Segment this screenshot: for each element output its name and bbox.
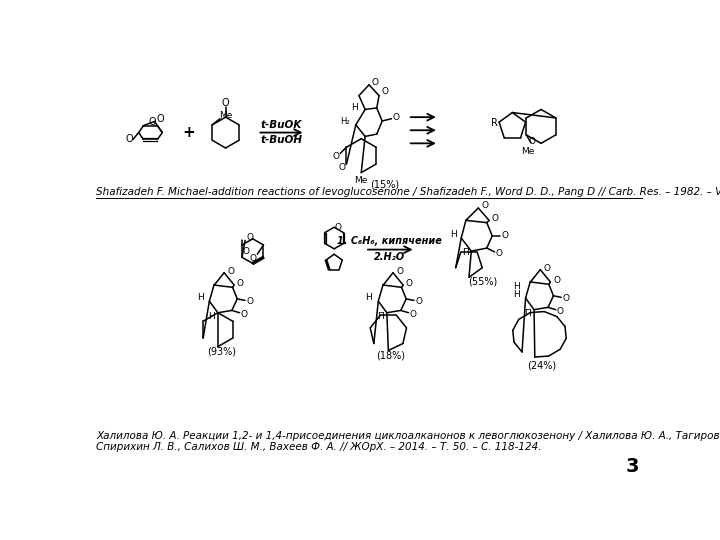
Text: O: O — [335, 223, 341, 232]
Text: O: O — [228, 267, 235, 275]
Text: O: O — [495, 249, 503, 258]
Text: (18%): (18%) — [376, 351, 405, 361]
Text: O: O — [382, 87, 389, 96]
Text: O: O — [544, 264, 551, 273]
Text: O: O — [243, 247, 249, 255]
Text: O: O — [529, 137, 536, 146]
Text: H: H — [197, 293, 204, 302]
Text: H: H — [208, 312, 215, 321]
Text: O: O — [240, 310, 248, 319]
Text: O: O — [125, 134, 133, 145]
Text: O: O — [410, 310, 417, 319]
Text: O: O — [250, 254, 257, 264]
Text: O: O — [397, 267, 403, 275]
Text: H: H — [366, 293, 372, 302]
Text: Π: Π — [462, 248, 469, 257]
Text: H: H — [513, 290, 520, 299]
Text: O: O — [246, 233, 253, 242]
Text: +: + — [183, 125, 196, 140]
Text: O: O — [149, 117, 156, 127]
Text: Shafizadeh F. Michael-addition reactions of levoglucosenone / Shafizadeh F., Wor: Shafizadeh F. Michael-addition reactions… — [96, 187, 720, 197]
Text: O: O — [482, 201, 489, 210]
Text: H: H — [450, 230, 457, 239]
Text: Спирихин Л. В., Салихов Ш. М., Вахеев Ф. А. // ЖОрХ. – 2014. – Т. 50. – С. 118-1: Спирихин Л. В., Салихов Ш. М., Вахеев Ф.… — [96, 442, 541, 452]
Text: (15%): (15%) — [370, 180, 399, 190]
Text: O: O — [156, 114, 163, 124]
Text: t-BuOH: t-BuOH — [261, 135, 302, 145]
Text: 3: 3 — [626, 457, 639, 476]
Text: H₂: H₂ — [340, 117, 350, 125]
Text: O: O — [392, 113, 400, 122]
Text: H: H — [513, 282, 520, 291]
Text: O: O — [553, 276, 560, 285]
Text: O: O — [557, 307, 564, 316]
Text: O: O — [492, 213, 499, 222]
Text: Me: Me — [354, 176, 368, 185]
Text: t-BuOK: t-BuOK — [261, 120, 302, 130]
Text: O: O — [222, 98, 230, 107]
Text: Me: Me — [219, 111, 232, 120]
Text: (93%): (93%) — [207, 346, 236, 356]
Text: Π: Π — [377, 312, 384, 321]
Text: O: O — [372, 78, 379, 87]
Text: O: O — [562, 294, 570, 302]
Text: R: R — [491, 118, 498, 127]
Text: (55%): (55%) — [468, 277, 498, 287]
Text: 2.H₂O: 2.H₂O — [374, 252, 405, 261]
Text: 1. C₆H₆, кипячение: 1. C₆H₆, кипячение — [338, 236, 442, 246]
Text: O: O — [501, 231, 508, 240]
Text: O: O — [332, 152, 339, 161]
Text: O: O — [406, 279, 413, 288]
Text: H: H — [351, 103, 358, 112]
Text: O: O — [338, 163, 346, 172]
Text: O: O — [237, 279, 244, 288]
Text: O: O — [246, 296, 253, 306]
Text: Халилова Ю. А. Реакции 1,2- и 1,4-присоединения циклоалканонов к левоглюкозенону: Халилова Ю. А. Реакции 1,2- и 1,4-присое… — [96, 431, 720, 441]
Text: O: O — [415, 296, 422, 306]
Text: Me: Me — [521, 147, 534, 156]
Text: Π: Π — [524, 309, 531, 318]
Text: (24%): (24%) — [527, 360, 557, 370]
